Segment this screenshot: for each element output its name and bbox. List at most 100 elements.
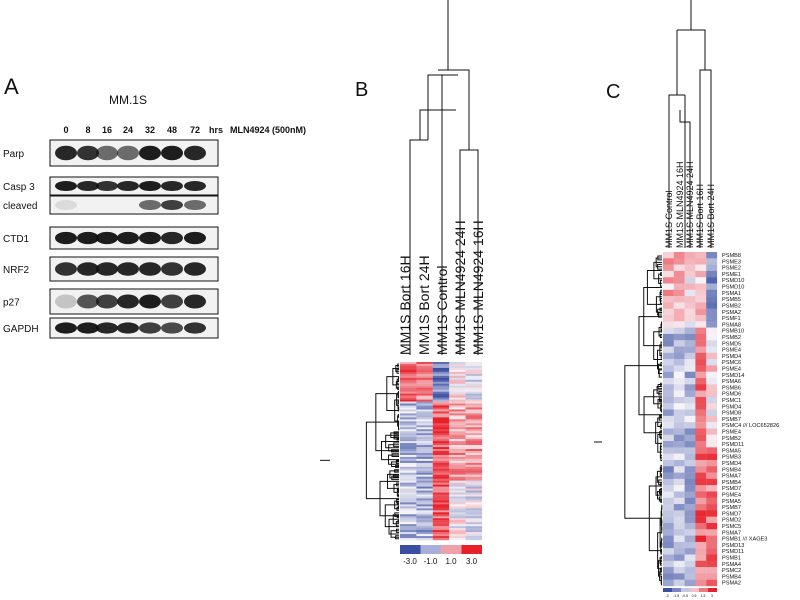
- heatmap-cell: [432, 520, 450, 523]
- heatmap-cell: [400, 522, 417, 525]
- heatmap-cell: [684, 252, 696, 259]
- heatmap-cell: [663, 548, 674, 555]
- heatmap-cell: [449, 421, 466, 424]
- heatmap-cell: [449, 393, 466, 396]
- heatmap-cell: [432, 456, 450, 460]
- heatmap-cell: [432, 504, 450, 507]
- heatmap-cell: [449, 405, 466, 408]
- heatmap-cell: [673, 579, 685, 587]
- heatmap-cell: [663, 252, 674, 259]
- heatmap-cell: [465, 379, 483, 382]
- heatmap-cell: [684, 535, 696, 543]
- heatmap-cell: [706, 315, 718, 322]
- band: [55, 262, 77, 276]
- heatmap-cell: [449, 429, 466, 432]
- heatmap-cell: [400, 363, 417, 367]
- heatmap-cell: [465, 393, 483, 396]
- lane-label: 0: [63, 125, 68, 135]
- heatmap-cell: [684, 359, 696, 366]
- heatmap-cell: [432, 429, 450, 432]
- blot-label: GAPDH: [3, 324, 39, 335]
- heatmap-cell: [684, 522, 696, 530]
- heatmap-cell: [684, 277, 696, 284]
- heatmap-cell: [695, 296, 707, 303]
- heatmap-cell: [449, 445, 466, 448]
- heatmap-cell: [432, 522, 450, 525]
- dendrogram: [409, 0, 479, 355]
- heatmap-cell: [416, 449, 433, 452]
- heatmap-cell: [449, 500, 466, 503]
- heatmap-cell: [465, 460, 483, 464]
- color-scale: [441, 545, 462, 554]
- heatmap-cell: [673, 409, 685, 417]
- gene-label: PSMC6: [722, 360, 741, 366]
- heatmap-cell: [449, 496, 466, 499]
- heatmap-cell: [706, 485, 718, 492]
- heatmap-cell: [673, 522, 685, 530]
- blot-label: Parp: [3, 149, 25, 160]
- scale-label: -0.5: [682, 594, 688, 598]
- gene-label: PSMA5: [722, 499, 741, 505]
- heatmap-cell: [706, 522, 718, 530]
- heatmap-cell: [400, 369, 417, 373]
- heatmap-cell: [465, 435, 483, 438]
- heatmap-cell: [449, 470, 466, 473]
- gene-label: PSMB2: [722, 303, 741, 309]
- heatmap-cell: [432, 403, 450, 406]
- heatmap-cell: [449, 462, 466, 466]
- heatmap-cell: [663, 441, 674, 448]
- heatmap-cell: [695, 485, 707, 492]
- heatmap-cell: [416, 405, 433, 408]
- heatmap-cell: [663, 422, 674, 429]
- heatmap-cell: [400, 447, 417, 450]
- scale-label: 3.0: [466, 557, 478, 566]
- heatmap-cell: [449, 433, 466, 436]
- heatmap-cell: [400, 389, 417, 392]
- heatmap-cell: [465, 389, 483, 392]
- band: [139, 231, 161, 245]
- heatmap-cell: [449, 403, 466, 406]
- heatmap-cell: [416, 415, 433, 418]
- gene-label: PSMB7: [722, 505, 741, 511]
- heatmap-cell: [400, 492, 417, 495]
- scale-label: -1.5: [673, 594, 679, 598]
- heatmap-cell: [449, 441, 466, 444]
- heatmap-cell: [465, 362, 483, 365]
- heatmap-cell: [432, 458, 450, 462]
- heatmap-cell: [416, 373, 433, 377]
- heatmap-cell: [449, 379, 466, 382]
- heatmap-cell: [663, 346, 674, 354]
- heatmap-cell: [432, 395, 450, 398]
- heatmap-cell: [684, 560, 696, 568]
- heatmap-cell: [449, 443, 466, 446]
- heatmap-cell: [449, 387, 466, 390]
- gene-label: PSME4: [722, 429, 741, 435]
- heatmap-cell: [400, 419, 417, 422]
- gene-label: PSME4: [722, 493, 741, 499]
- heatmap-cell: [416, 421, 433, 424]
- heatmap-cell: [684, 352, 696, 360]
- heatmap-cell: [663, 302, 674, 309]
- heatmap-cell: [400, 425, 417, 428]
- heatmap-cell: [465, 391, 483, 394]
- heatmap-cell: [449, 452, 466, 456]
- heatmap-cell: [465, 417, 483, 420]
- heatmap-cell: [695, 346, 707, 354]
- heatmap-cell: [432, 383, 450, 386]
- heatmap-cell: [400, 403, 417, 406]
- heatmap-cell: [465, 472, 483, 475]
- heatmap-cell: [684, 422, 696, 429]
- heatmap-cell: [416, 395, 433, 398]
- heatmap-cell: [432, 502, 450, 505]
- heatmap-cell: [663, 516, 674, 524]
- heatmap-cell: [706, 296, 718, 303]
- panel-label: C: [606, 81, 620, 103]
- heatmap-cell: [400, 443, 417, 446]
- heatmap-cell: [663, 396, 674, 404]
- heatmap-cell: [465, 480, 483, 483]
- heatmap-cell: [416, 502, 433, 505]
- heatmap-cell: [432, 536, 450, 539]
- heatmap-cell: [416, 439, 433, 442]
- heatmap-cell: [706, 428, 718, 435]
- band: [77, 294, 99, 309]
